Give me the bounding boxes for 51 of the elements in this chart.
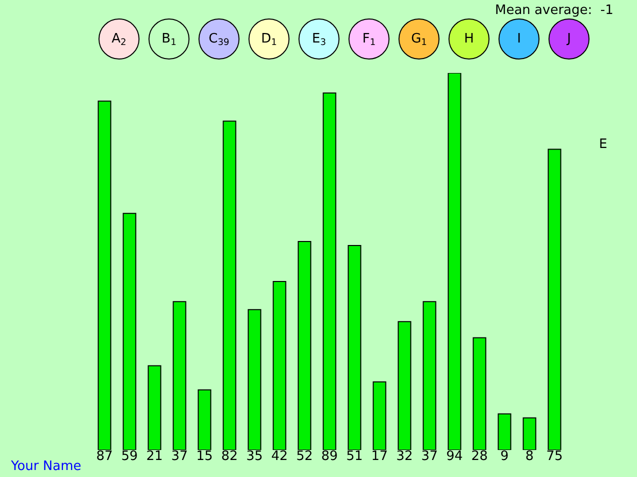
data-label: 94	[446, 448, 463, 464]
data-label: 39	[218, 38, 230, 48]
data-label: 9	[500, 448, 509, 464]
bar	[322, 92, 336, 450]
data-label: 1	[421, 38, 427, 48]
data-label: 1	[271, 38, 277, 48]
bar	[498, 413, 512, 450]
text: Mean average: -1	[495, 3, 614, 18]
bar	[272, 281, 286, 450]
bar	[198, 389, 212, 450]
category-label: H	[464, 31, 474, 46]
data-label: 35	[246, 448, 263, 464]
bar	[422, 301, 436, 450]
bar	[148, 365, 162, 450]
data-label: 28	[471, 448, 488, 464]
data-label: 37	[171, 448, 188, 464]
data-label: 75	[546, 448, 563, 464]
bar	[348, 244, 362, 450]
bar	[222, 120, 236, 450]
data-label: 32	[396, 448, 413, 464]
text: Your Name	[10, 459, 82, 474]
data-label: 42	[271, 448, 288, 464]
data-label: 59	[121, 448, 138, 464]
data-label: 15	[196, 448, 213, 464]
bar	[548, 148, 562, 450]
data-label: 1	[170, 38, 176, 48]
category-label: I	[517, 31, 521, 46]
bar	[448, 73, 462, 450]
category-label: J	[566, 31, 571, 46]
bar	[522, 417, 536, 450]
bar	[172, 301, 186, 450]
data-label: 87	[96, 448, 113, 464]
data-label: 17	[371, 448, 388, 464]
data-label: 1	[370, 38, 376, 48]
bar	[248, 309, 262, 450]
data-label: 82	[221, 448, 238, 464]
bar	[472, 337, 486, 450]
data-label: 8	[525, 448, 534, 464]
data-label: 21	[146, 448, 163, 464]
data-label: 37	[421, 448, 438, 464]
text: E	[599, 137, 608, 152]
bar	[298, 240, 312, 450]
data-label: 2	[120, 38, 126, 48]
bar	[398, 321, 412, 450]
bar	[98, 100, 112, 450]
data-label: 51	[346, 448, 363, 464]
bar	[122, 212, 136, 450]
data-label: 89	[321, 448, 338, 464]
data-label: 3	[320, 38, 326, 48]
data-label: 52	[296, 448, 313, 464]
bar	[372, 381, 386, 450]
